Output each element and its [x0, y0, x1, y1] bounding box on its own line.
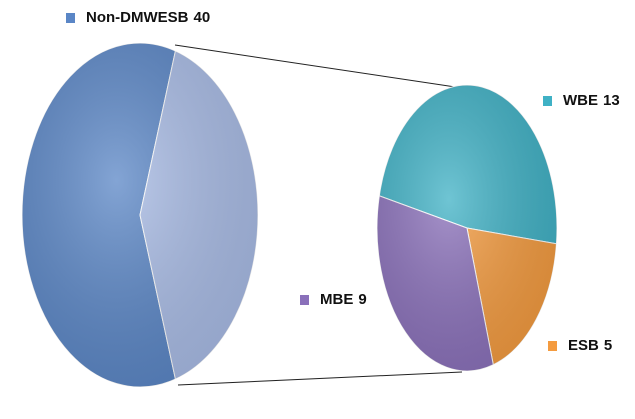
label-value: 9: [358, 291, 366, 308]
data-label: Non-DMWESB 40: [86, 9, 210, 26]
data-label: WBE 13: [563, 92, 620, 109]
legend-swatch: [300, 295, 309, 305]
legend-swatch: [543, 96, 552, 106]
label-value: 13: [603, 92, 620, 109]
legend-swatch: [548, 341, 557, 351]
connector: [177, 371, 463, 386]
data-label: MBE 9: [320, 291, 367, 308]
label-name: MBE: [320, 291, 353, 308]
label-value: 5: [604, 337, 612, 354]
label-name: ESB: [568, 337, 599, 354]
data-label: ESB 5: [568, 337, 612, 354]
label-name: WBE: [563, 92, 598, 109]
connector: [174, 44, 463, 89]
label-name: Non-DMWESB: [86, 9, 189, 26]
label-value: 40: [193, 9, 210, 26]
legend-swatch: [66, 13, 75, 23]
